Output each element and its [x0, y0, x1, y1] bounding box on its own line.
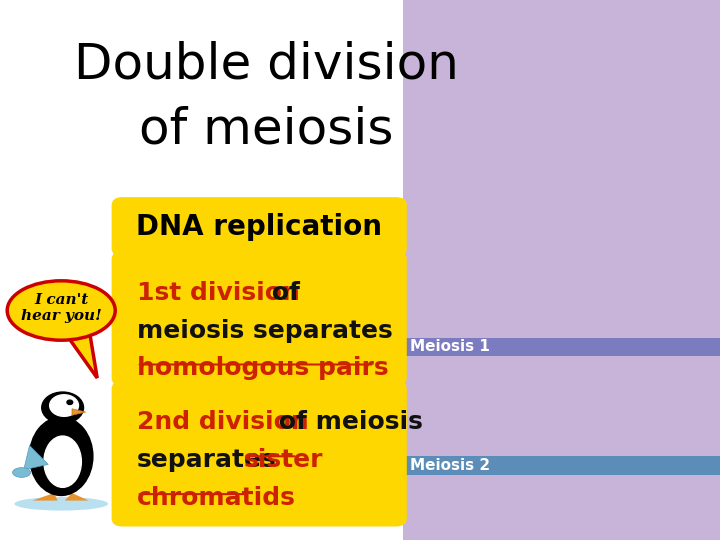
Text: Meiosis 2: Meiosis 2: [410, 458, 490, 473]
FancyBboxPatch shape: [403, 338, 720, 356]
Ellipse shape: [42, 392, 84, 423]
Text: sister: sister: [243, 448, 323, 472]
Text: I can't
hear you!: I can't hear you!: [21, 293, 102, 323]
Polygon shape: [68, 335, 97, 378]
Ellipse shape: [30, 417, 93, 496]
FancyBboxPatch shape: [403, 456, 720, 475]
Text: Meiosis 1: Meiosis 1: [410, 340, 490, 354]
Ellipse shape: [50, 395, 78, 416]
Text: separates: separates: [137, 448, 276, 472]
Ellipse shape: [44, 436, 81, 487]
Text: chromatids: chromatids: [137, 486, 296, 510]
Polygon shape: [24, 446, 48, 470]
Text: DNA replication: DNA replication: [136, 213, 382, 241]
Ellipse shape: [67, 400, 73, 404]
Text: 1st division: 1st division: [137, 281, 300, 305]
Ellipse shape: [14, 497, 108, 511]
Ellipse shape: [7, 281, 115, 340]
Polygon shape: [65, 493, 89, 501]
Text: of: of: [263, 281, 300, 305]
FancyBboxPatch shape: [112, 251, 407, 386]
Text: 2nd division: 2nd division: [137, 410, 309, 434]
Text: of meiosis: of meiosis: [139, 106, 394, 153]
Ellipse shape: [13, 468, 31, 477]
Text: of meiosis: of meiosis: [270, 410, 423, 434]
Polygon shape: [72, 409, 86, 415]
Polygon shape: [32, 493, 58, 501]
FancyBboxPatch shape: [112, 381, 407, 526]
Text: Double division: Double division: [74, 41, 459, 89]
FancyBboxPatch shape: [403, 0, 720, 540]
FancyBboxPatch shape: [112, 197, 407, 256]
Text: meiosis separates: meiosis separates: [137, 319, 392, 342]
Text: homologous pairs: homologous pairs: [137, 356, 388, 380]
